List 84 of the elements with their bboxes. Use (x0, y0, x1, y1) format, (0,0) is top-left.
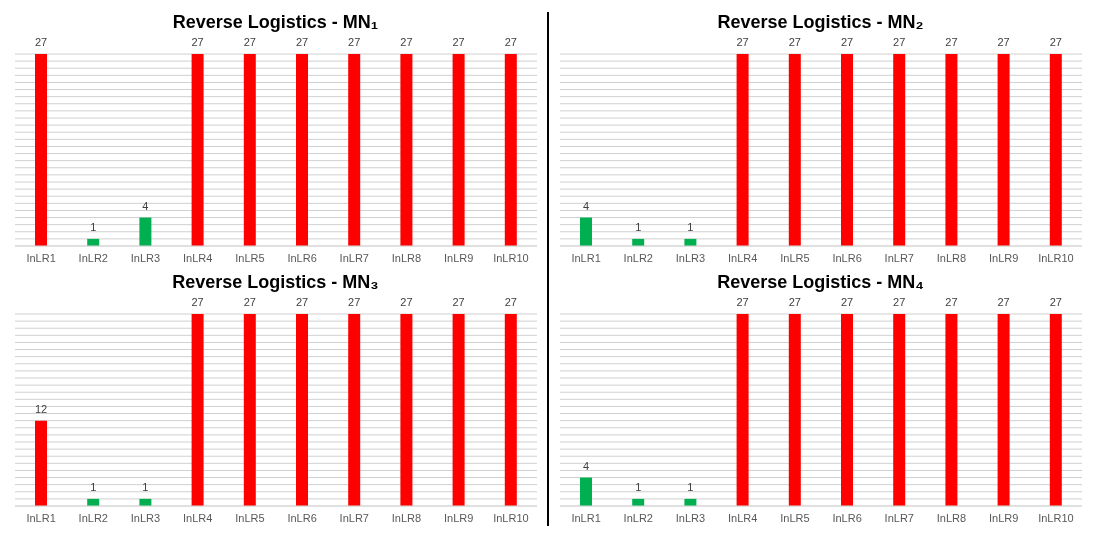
x-tick-label: InLR10 (493, 251, 529, 264)
x-tick-label: InLR7 (884, 251, 914, 264)
data-label: 1 (687, 480, 694, 493)
x-tick-label: InLR5 (780, 511, 810, 524)
data-label: 1 (635, 480, 642, 493)
x-tick-label: InLR3 (675, 511, 706, 524)
x-tick-label: InLR1 (571, 251, 601, 264)
x-tick-label: InLR10 (1038, 511, 1074, 524)
data-label: 27 (1049, 296, 1062, 308)
data-label: 27 (452, 296, 465, 308)
data-label: 27 (893, 296, 906, 308)
x-tick-label: InLR6 (832, 511, 862, 524)
x-tick-label: InLR9 (989, 511, 1019, 524)
data-label: 4 (582, 459, 590, 472)
data-label: 27 (34, 36, 48, 48)
data-label: 27 (788, 296, 801, 308)
data-label: 27 (295, 296, 309, 308)
x-tick-label: InLR7 (884, 511, 914, 524)
x-tick-label: InLR6 (287, 511, 317, 524)
x-tick-label: InLR3 (675, 251, 706, 264)
data-label: 27 (348, 296, 361, 308)
x-tick-label: InLR9 (444, 511, 474, 524)
data-label: 27 (243, 36, 256, 48)
x-tick-label: InLR9 (444, 251, 474, 264)
chart-title: Reverse Logistics - MN₂ (716, 12, 925, 32)
x-tick-label: InLR1 (26, 511, 56, 524)
x-tick-label: InLR2 (78, 511, 108, 524)
data-label: 27 (191, 296, 204, 308)
x-tick-label: InLR4 (183, 251, 213, 264)
x-tick-label: InLR5 (780, 251, 810, 264)
x-tick-label: InLR5 (235, 511, 265, 524)
data-label: 12 (34, 402, 48, 415)
data-label: 27 (191, 36, 204, 48)
x-tick-label: InLR6 (287, 251, 317, 264)
data-label: 1 (142, 480, 149, 493)
x-tick-label: InLR8 (391, 511, 422, 524)
x-tick-label: InLR8 (936, 251, 967, 264)
data-label: 27 (504, 296, 517, 308)
x-tick-label: InLR7 (339, 511, 369, 524)
data-label: 27 (400, 36, 413, 48)
data-label: 27 (788, 36, 801, 48)
x-tick-label: InLR4 (728, 251, 758, 264)
data-label: 27 (295, 36, 309, 48)
chart-title: Reverse Logistics - MN₁ (171, 12, 380, 32)
x-tick-label: InLR7 (339, 251, 369, 264)
x-tick-label: InLR10 (1038, 251, 1074, 264)
data-label: 4 (142, 199, 149, 212)
x-tick-label: InLR2 (78, 251, 108, 264)
x-tick-label: InLR3 (130, 511, 161, 524)
data-label: 27 (736, 296, 749, 308)
x-tick-label: InLR10 (493, 511, 529, 524)
chart-title: Reverse Logistics - MN₃ (171, 272, 380, 292)
x-tick-label: InLR3 (130, 251, 161, 264)
x-tick-label: InLR4 (728, 511, 758, 524)
data-label: 27 (945, 36, 958, 48)
x-tick-label: InLR5 (235, 251, 265, 264)
x-tick-label: InLR1 (571, 511, 601, 524)
data-label: 1 (90, 220, 97, 233)
data-label: 4 (582, 199, 590, 212)
x-tick-label: InLR8 (936, 511, 967, 524)
x-tick-label: InLR6 (832, 251, 862, 264)
data-label: 27 (997, 36, 1010, 48)
chart-title: Reverse Logistics - MN₄ (716, 272, 925, 292)
data-label: 27 (997, 296, 1010, 308)
x-tick-label: InLR2 (623, 251, 653, 264)
data-label: 1 (635, 220, 642, 233)
data-label: 27 (840, 296, 854, 308)
x-tick-label: InLR1 (26, 251, 56, 264)
data-label: 27 (893, 36, 906, 48)
data-label: 27 (400, 296, 413, 308)
data-label: 27 (348, 36, 361, 48)
x-tick-label: InLR9 (989, 251, 1019, 264)
data-label: 1 (90, 480, 97, 493)
data-label: 27 (243, 296, 256, 308)
x-tick-label: InLR8 (391, 251, 422, 264)
data-label: 27 (452, 36, 465, 48)
x-tick-label: InLR2 (623, 511, 653, 524)
data-label: 27 (504, 36, 517, 48)
data-label: 27 (1049, 36, 1062, 48)
data-label: 27 (945, 296, 958, 308)
data-label: 27 (840, 36, 854, 48)
x-tick-label: InLR4 (183, 511, 213, 524)
data-label: 27 (736, 36, 749, 48)
data-label: 1 (687, 220, 694, 233)
